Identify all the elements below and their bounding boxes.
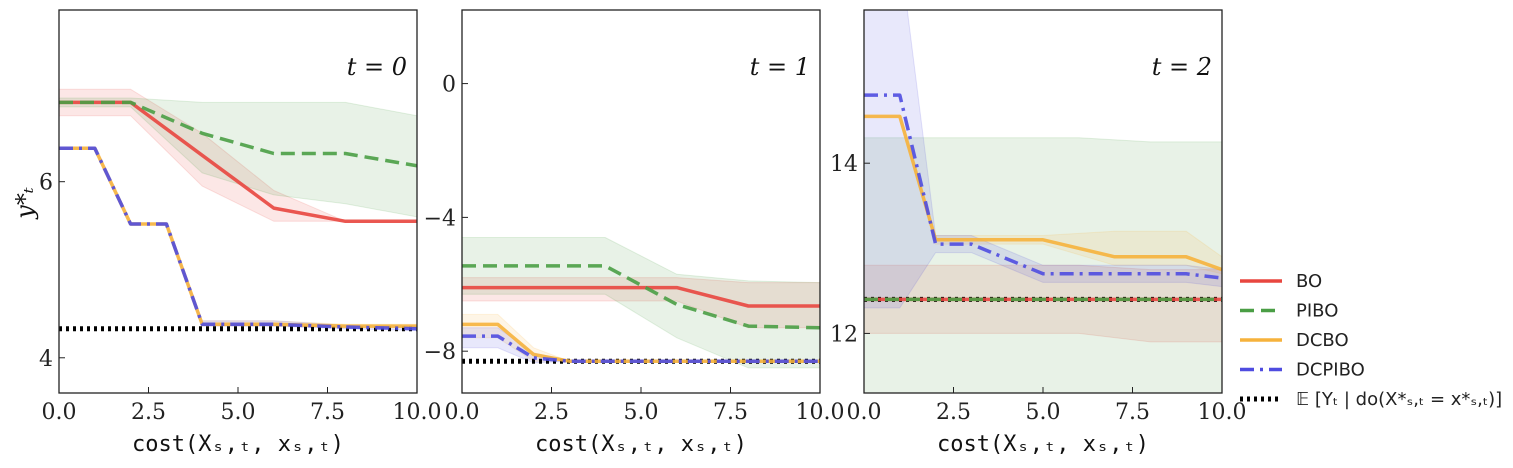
bo-line (59, 100, 417, 224)
x-tick-label: 5.0 (221, 400, 256, 425)
y-tick-label: −4 (424, 206, 456, 231)
x-axis-label: cost(Xₛ,ₜ, xₛ,ₜ) (937, 432, 1149, 457)
x-tick-label: 0.0 (42, 400, 77, 425)
dcbo-line (864, 114, 1222, 272)
y-tick-label: −8 (424, 340, 456, 365)
x-tick-label: 7.5 (310, 400, 345, 425)
plot-area (59, 88, 417, 332)
x-axis-label: cost(Xₛ,ₜ, xₛ,ₜ) (132, 432, 344, 457)
legend-label-bo: BO (1296, 271, 1322, 292)
x-tick-label: 10.0 (796, 400, 845, 425)
legend-label-dcbo: DCBO (1296, 330, 1349, 351)
panel-1: 0.0 2.5 5.0 7.5 10.0 0 −4 −8 t = 1 cost(Xₛ,ₜ, xₛ,… (424, 9, 845, 457)
x-axis-label: cost(Xₛ,ₜ, xₛ,ₜ) (535, 432, 747, 457)
bo-line (462, 285, 820, 308)
x-tick-label: 2.5 (936, 400, 971, 425)
bo-band (864, 264, 1222, 343)
panel-title: t = 2 (1152, 53, 1212, 81)
x-tick-label: 2.5 (534, 400, 569, 425)
plot-area (864, 10, 1222, 393)
x-tick-label: 0.0 (847, 400, 882, 425)
dcpibo-band (864, 10, 1222, 309)
legend-label-pibo: PIBO (1296, 301, 1338, 322)
dcpibo-line (864, 93, 1222, 280)
pibo-band (59, 97, 417, 218)
x-tick-label: 2.5 (131, 400, 166, 425)
y-axis-label: y*ₜ (11, 187, 39, 220)
y-tick-label: 6 (39, 171, 53, 196)
x-tick-label: 7.5 (1115, 400, 1150, 425)
legend-label-dcpibo: DCPIBO (1296, 360, 1365, 381)
panel-2: 0.0 2.5 5.0 7.5 10.0 14 12 t = 2 cost(Xₛ,ₜ, xₛ,ₜ… (830, 9, 1247, 457)
pibo-band (864, 137, 1222, 393)
x-tick-label: 0.0 (445, 400, 480, 425)
legend-label-opt: 𝔼 [Yₜ | do(X*ₛ,ₜ = x*ₛ,ₜ)] (1296, 389, 1502, 410)
y-tick-label: 0 (442, 73, 456, 98)
pibo-line (59, 100, 417, 168)
x-tick-label: 7.5 (713, 400, 748, 425)
y-tick-label: 12 (830, 322, 858, 347)
panel-title: t = 0 (347, 53, 407, 81)
bo-band (462, 277, 820, 329)
dcbo-line (462, 322, 820, 363)
plot-area (462, 237, 820, 369)
y-tick-label: 14 (830, 152, 858, 177)
legend: BO PIBO DCBO DCPIBO 𝔼 [Yₜ | do(X*ₛ,ₜ = x*ₛ,ₜ… (1240, 271, 1502, 410)
dcpibo-line (462, 334, 820, 363)
panel-0: 0.0 2.5 5.0 7.5 10.0 4 6 t = 0 cost(Xₛ,ₜ, xₛ,ₜ) (39, 9, 442, 457)
pibo-band (462, 237, 820, 369)
x-tick-label: 5.0 (1026, 400, 1061, 425)
dcpibo-line (59, 146, 417, 331)
panel-title: t = 1 (750, 53, 810, 81)
y-tick-label: 4 (39, 347, 53, 372)
x-tick-label: 10.0 (393, 400, 442, 425)
x-tick-label: 10.0 (1198, 400, 1247, 425)
x-tick-label: 5.0 (624, 400, 659, 425)
